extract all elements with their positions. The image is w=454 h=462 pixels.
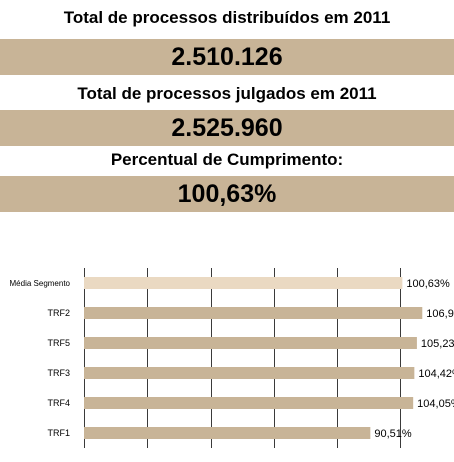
bar-trf2 bbox=[84, 307, 423, 319]
category-label: TRF5 bbox=[48, 338, 71, 348]
category-label: TRF1 bbox=[48, 428, 71, 438]
stat-band-distribuidos: 2.510.126 bbox=[0, 39, 454, 75]
data-label: 104,42% bbox=[418, 368, 454, 380]
bar-média-segmento bbox=[84, 277, 403, 289]
stat-title-julgados: Total de processos julgados em 2011 bbox=[77, 84, 377, 103]
stat-value-julgados: 2.525.960 bbox=[171, 113, 283, 142]
data-label: 100,63% bbox=[406, 278, 450, 290]
bar-chart: Média Segmento 100,63% TRF2 106,93% TRF5 105,… bbox=[10, 268, 454, 448]
stat-title-distribuidos: Total de processos distribuídos em 2011 bbox=[63, 8, 391, 27]
bar-trf5 bbox=[84, 337, 417, 349]
category-label: TRF2 bbox=[48, 308, 71, 318]
bar-trf1 bbox=[84, 427, 371, 439]
data-label: 104,05% bbox=[417, 398, 454, 410]
bar-trf4 bbox=[84, 397, 414, 409]
bar-trf3 bbox=[84, 367, 415, 379]
stat-value-distribuidos: 2.510.126 bbox=[171, 42, 283, 71]
stat-band-percentual: 100,63% bbox=[0, 176, 454, 212]
stat-band-julgados: 2.525.960 bbox=[0, 110, 454, 146]
stat-value-percentual: 100,63% bbox=[177, 179, 277, 208]
data-label: 105,23% bbox=[421, 338, 454, 350]
data-label: 90,51% bbox=[374, 428, 412, 440]
category-label: TRF4 bbox=[48, 398, 71, 408]
category-label: Média Segmento bbox=[10, 279, 71, 288]
category-label: TRF3 bbox=[48, 368, 71, 378]
data-label: 106,93% bbox=[426, 308, 454, 320]
stat-title-percentual: Percentual de Cumprimento: bbox=[110, 150, 344, 169]
